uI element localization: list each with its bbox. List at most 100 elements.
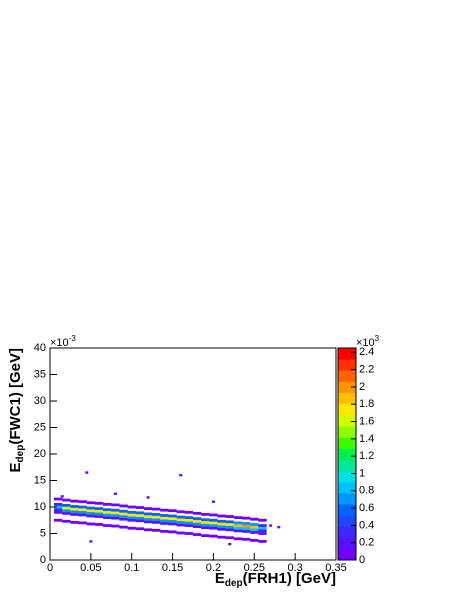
outlier-cell — [277, 525, 281, 529]
cell — [70, 513, 79, 516]
cell — [168, 530, 177, 534]
cell — [184, 516, 194, 519]
cell — [103, 508, 112, 512]
palette-swatch — [338, 381, 356, 394]
cell — [184, 521, 194, 525]
cell — [94, 501, 104, 505]
cell — [192, 517, 202, 521]
cell — [143, 517, 153, 521]
cell — [86, 514, 96, 518]
cell — [201, 520, 210, 524]
cell — [217, 525, 226, 529]
cell — [94, 509, 104, 513]
palette-swatch — [338, 403, 356, 416]
cell — [78, 508, 87, 512]
cell — [201, 513, 210, 516]
cell — [119, 509, 128, 513]
cell — [160, 529, 169, 533]
outlier-cell — [211, 500, 215, 503]
z-multiplier-exp: 3 — [375, 334, 380, 343]
cell — [135, 514, 145, 517]
cell — [233, 526, 243, 530]
cell — [111, 511, 120, 515]
cell — [258, 529, 267, 533]
y-tick-label: 35 — [34, 368, 46, 380]
cell — [225, 525, 234, 529]
x-tick-label: 0.05 — [80, 562, 101, 574]
cell — [160, 522, 169, 525]
z-tick-label: 1 — [359, 467, 365, 479]
cell — [53, 510, 63, 514]
cell — [143, 528, 153, 532]
cell — [209, 534, 218, 538]
cell — [86, 506, 96, 510]
z-tick-label: 0.8 — [359, 485, 374, 497]
z-tick-label: 0.2 — [359, 537, 374, 549]
x-tick-label: 0.35 — [325, 562, 346, 574]
cell — [127, 516, 136, 519]
cell — [86, 509, 96, 513]
cell — [53, 508, 63, 512]
cell — [135, 527, 145, 531]
cell — [176, 518, 185, 522]
cell — [184, 524, 194, 527]
z-tick-label: 0.6 — [359, 502, 374, 514]
palette-swatch — [338, 370, 356, 382]
cell — [192, 533, 202, 536]
cell — [78, 500, 87, 504]
palette-swatch — [338, 348, 356, 360]
cell — [217, 527, 226, 531]
cell — [225, 536, 234, 540]
cell — [209, 518, 218, 522]
cell — [103, 502, 112, 506]
cell — [225, 520, 234, 524]
cell — [135, 511, 145, 515]
cell — [217, 522, 226, 526]
cell — [209, 521, 218, 525]
cell — [127, 518, 136, 522]
y-title-sub: dep — [15, 445, 26, 463]
cell — [241, 529, 251, 533]
outlier-cell — [269, 524, 273, 527]
palette-swatch — [338, 504, 356, 516]
x-tick-label: 0 — [47, 562, 53, 574]
cell — [86, 522, 96, 526]
cell — [70, 507, 79, 511]
cell — [168, 519, 177, 523]
cell — [192, 511, 202, 515]
z-tick-label: 1.2 — [359, 450, 374, 462]
palette-swatch — [338, 437, 356, 449]
cell — [217, 514, 226, 518]
cell — [78, 521, 87, 525]
cell — [225, 523, 234, 526]
cell — [70, 499, 79, 503]
cell — [241, 524, 251, 528]
cell — [233, 524, 243, 527]
z-tick-label: 1.4 — [359, 433, 374, 445]
x-tick-label: 0.1 — [124, 562, 139, 574]
cell — [152, 507, 161, 511]
cell — [176, 523, 185, 527]
cell — [111, 514, 120, 517]
cell — [103, 513, 112, 517]
cell — [111, 503, 120, 507]
cell — [86, 511, 96, 515]
cell — [152, 518, 161, 522]
cell — [233, 537, 243, 541]
outlier-cell — [89, 540, 93, 543]
x-tick-label: 0.25 — [244, 562, 265, 574]
cell — [94, 515, 104, 518]
y-tick-label: 40 — [34, 342, 46, 354]
cell — [225, 515, 234, 518]
palette-frame — [337, 347, 357, 561]
z-multiplier: ×103 — [356, 334, 380, 349]
cell — [192, 519, 202, 523]
cell — [241, 522, 251, 525]
y-multiplier-base: ×10 — [50, 337, 69, 349]
palette-swatch — [338, 526, 356, 539]
palette-swatch — [338, 537, 356, 550]
cell — [111, 524, 120, 528]
cell — [250, 538, 259, 542]
palette-swatch — [338, 426, 356, 438]
